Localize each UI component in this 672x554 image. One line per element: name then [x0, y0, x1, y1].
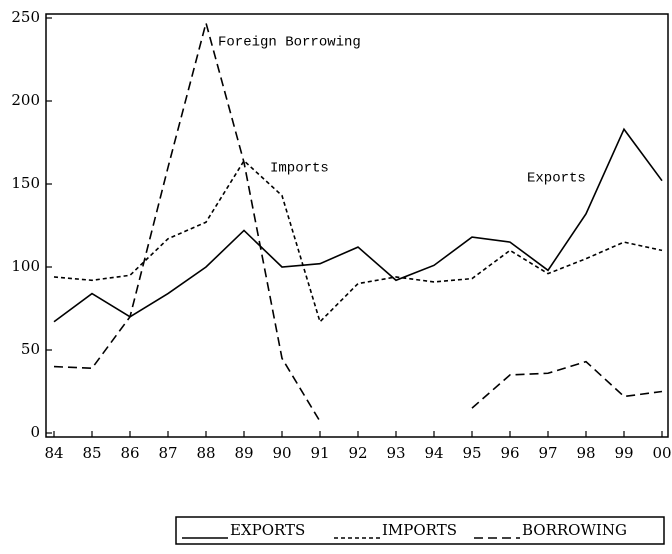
legend-label: BORROWING	[522, 521, 627, 539]
annotation: Exports	[527, 171, 586, 187]
x-tick-label: 94	[424, 444, 443, 462]
legend-label: IMPORTS	[382, 521, 457, 539]
x-tick-label: 98	[576, 444, 595, 462]
plot-frame	[45, 13, 669, 438]
x-tick-label: 84	[44, 444, 63, 462]
x-tick-label: 91	[310, 444, 329, 462]
x-tick-label: 87	[158, 444, 177, 462]
y-tick-label: 100	[11, 257, 40, 275]
x-tick-label: 88	[196, 444, 215, 462]
x-tick-label: 95	[462, 444, 481, 462]
x-tick-label: 00	[652, 444, 671, 462]
y-tick-label: 200	[11, 91, 40, 109]
series-line	[53, 19, 663, 422]
series-line	[53, 127, 663, 323]
x-tick-label: 99	[614, 444, 633, 462]
x-tick-label: 90	[272, 444, 291, 462]
y-tick-label: 0	[30, 423, 40, 441]
y-tick-label: 250	[11, 8, 40, 26]
x-tick-label: 85	[82, 444, 101, 462]
x-tick-label: 92	[348, 444, 367, 462]
legend-label: EXPORTS	[230, 521, 305, 539]
series-line	[53, 159, 663, 324]
legend-box	[175, 516, 665, 545]
y-tick-label: 50	[21, 340, 40, 358]
x-tick-label: 96	[500, 444, 519, 462]
x-tick-label: 89	[234, 444, 253, 462]
x-tick-label: 93	[386, 444, 405, 462]
x-tick-label: 86	[120, 444, 139, 462]
y-tick-label: 150	[11, 174, 40, 192]
annotation: Imports	[270, 161, 329, 177]
x-tick-label: 97	[538, 444, 557, 462]
annotation: Foreign Borrowing	[218, 35, 361, 51]
